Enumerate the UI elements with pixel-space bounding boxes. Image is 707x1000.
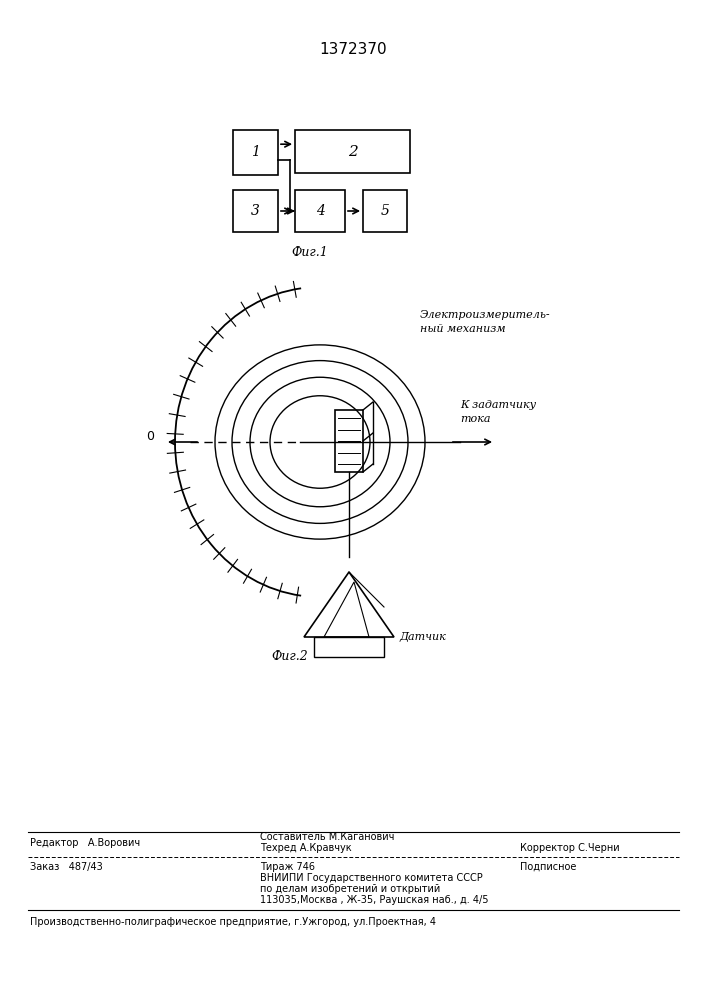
Text: Корректор С.Черни: Корректор С.Черни [520,843,619,853]
Text: 5: 5 [380,204,390,218]
Text: 1: 1 [251,145,260,159]
Bar [335,410,363,472]
Text: Техред А.Кравчук: Техред А.Кравчук [260,843,351,853]
Text: Заказ   487/43: Заказ 487/43 [30,862,103,872]
Text: ВНИИПИ Государственного комитета СССР: ВНИИПИ Государственного комитета СССР [260,873,483,883]
Text: 3: 3 [251,204,260,218]
Bar [233,190,278,232]
Bar [295,130,410,173]
Text: Составитель М.Каганович: Составитель М.Каганович [260,832,395,842]
Bar [295,190,345,232]
Text: по делам изобретений и открытий: по делам изобретений и открытий [260,884,440,894]
Text: Датчик: Датчик [399,632,445,642]
Text: Подписное: Подписное [520,862,576,872]
Text: Электроизмеритель-
ный механизм: Электроизмеритель- ный механизм [420,310,551,334]
Text: Тираж 746: Тираж 746 [260,862,315,872]
Text: 113035,Москва , Ж-35, Раушская наб., д. 4/5: 113035,Москва , Ж-35, Раушская наб., д. … [260,895,489,905]
Text: 0: 0 [146,430,154,444]
Bar [363,190,407,232]
Bar [233,130,278,175]
Text: Фиг.1: Фиг.1 [291,245,328,258]
Text: Фиг.2: Фиг.2 [271,650,308,664]
Text: 2: 2 [348,144,357,158]
Text: 1372370: 1372370 [319,42,387,57]
Text: Производственно-полиграфическое предприятие, г.Ужгород, ул.Проектная, 4: Производственно-полиграфическое предприя… [30,917,436,927]
Text: 4: 4 [315,204,325,218]
Text: К задатчику
тока: К задатчику тока [460,400,536,424]
Text: Редактор   А.Ворович: Редактор А.Ворович [30,838,140,848]
